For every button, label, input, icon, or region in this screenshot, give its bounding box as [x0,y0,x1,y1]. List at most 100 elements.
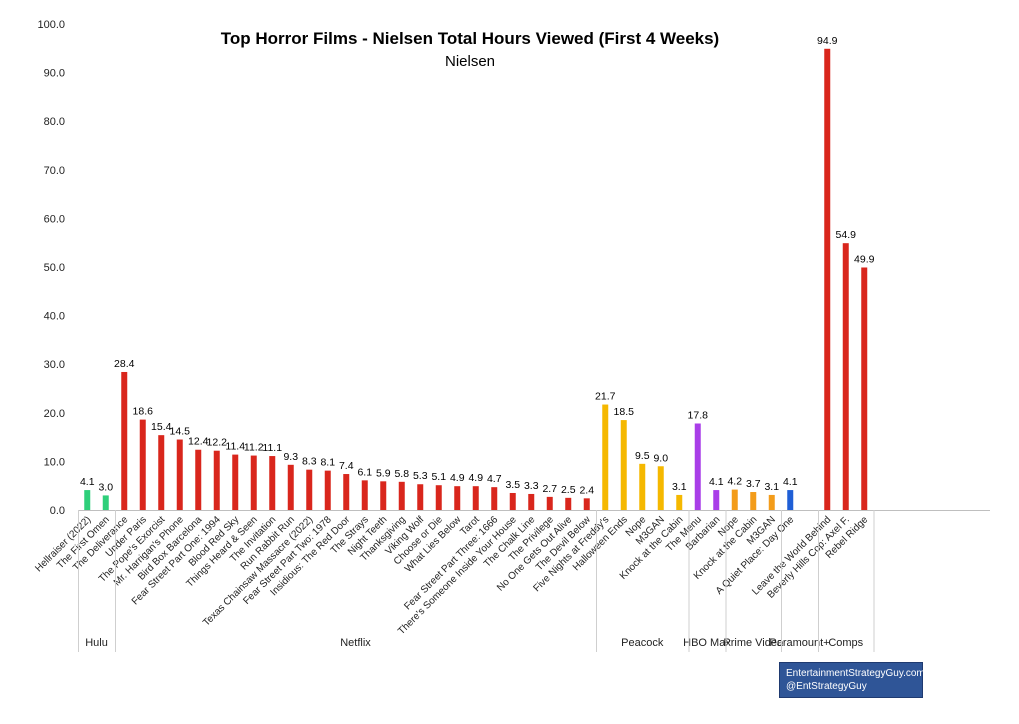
y-tick-label: 50.0 [44,262,65,274]
bar [639,463,646,510]
data-label: 6.1 [357,466,372,478]
data-label: 8.3 [302,456,317,468]
bar [861,267,868,510]
chart-subtitle: Nielsen [445,53,495,70]
bar [435,485,442,510]
bar [195,449,202,510]
bar [509,492,516,510]
bar [694,423,701,510]
bar [657,466,664,510]
group-label: Paramount+ [769,637,829,649]
data-label: 2.4 [579,484,594,496]
group-label: Prime Video [723,637,783,649]
bar [787,490,794,510]
bar [250,455,257,510]
bar [398,481,405,510]
bar [84,490,91,510]
brand-badge: EntertainmentStrategyGuy.com @EntStrateg… [779,662,925,698]
data-label: 28.4 [114,358,135,370]
data-label: 5.1 [431,471,446,483]
data-label: 14.5 [170,426,191,438]
data-label: 7.4 [339,460,354,472]
data-label: 21.7 [595,391,616,403]
data-label: 8.1 [320,457,335,469]
bar [472,486,479,510]
bar [213,450,220,510]
bar [842,243,849,510]
group-label: HBO Max [683,637,731,649]
bars: 4.1 3.028.418.615.414.512.412.211.411.211… [80,35,875,510]
bar [269,456,276,510]
bar [546,496,553,510]
data-label: 3.1 [672,481,687,493]
data-label: 9.0 [653,452,668,464]
bar [139,419,146,510]
data-label: 3.3 [524,480,539,492]
bar [602,404,609,510]
data-label: 5.9 [376,467,391,479]
group-label: Hulu [85,637,108,649]
bar [565,497,572,510]
bar [454,486,461,510]
badge-handle: @EntStrategyGuy [786,681,867,692]
data-label: 3.5 [505,479,520,491]
y-axis: 0.0 10.0 20.0 30.0 40.0 50.0 60.0 70.0 80.0 90.0 1… [37,19,65,517]
data-label: 4.1 [783,476,798,488]
data-label: 18.6 [133,406,154,418]
bar [528,493,535,510]
bar [176,439,183,510]
bar [343,474,350,510]
data-label: 94.9 [817,35,838,47]
y-tick-label: 20.0 [44,408,65,420]
data-label: 4.1 [709,476,724,488]
bar [417,484,424,510]
data-label: 12.4 [188,436,209,448]
data-label: 3.1 [764,481,779,493]
badge-website: EntertainmentStrategyGuy.com [786,668,925,679]
bar [306,469,313,510]
bar [121,371,128,510]
bar [324,470,331,510]
data-label: 4.9 [450,472,465,484]
data-label: 54.9 [836,229,857,241]
data-label: 2.5 [561,484,576,496]
y-tick-label: 80.0 [44,116,65,128]
data-label: 15.4 [151,421,172,433]
data-label: 11.2 [244,442,264,454]
data-label: 11.4 [225,441,245,453]
chart-title: Top Horror Films - Nielsen Total Hours V… [221,29,719,48]
bar [158,435,165,510]
bar [713,490,720,510]
bar [731,489,738,510]
group-label: Peacock [621,637,664,649]
data-label: 12.2 [207,437,228,449]
bar [287,464,294,510]
data-label: 9.5 [635,450,650,462]
data-label: 2.7 [542,483,557,495]
y-tick-label: 70.0 [44,165,65,177]
bar [361,480,368,510]
data-label: 18.5 [614,406,635,418]
bar [750,492,757,510]
data-label: 4.1 [80,476,95,488]
bar [620,420,627,510]
data-label: 4.7 [487,473,502,485]
data-label: 5.8 [394,468,409,480]
bar [232,454,239,510]
bar [380,481,387,510]
y-tick-label: 10.0 [44,456,65,468]
data-label: 5.3 [413,470,428,482]
data-label: 3.0 [98,481,113,493]
bar [824,48,831,510]
group-label: Netflix [340,637,371,649]
group-label: Comps [828,637,863,649]
data-label: 17.8 [688,409,709,421]
y-tick-label: 60.0 [44,213,65,225]
bar [491,487,498,510]
y-tick-label: 100.0 [37,19,65,31]
bar [676,494,683,510]
y-tick-label: 0.0 [50,505,65,517]
y-tick-label: 40.0 [44,311,65,323]
data-label: 3.7 [746,478,761,490]
